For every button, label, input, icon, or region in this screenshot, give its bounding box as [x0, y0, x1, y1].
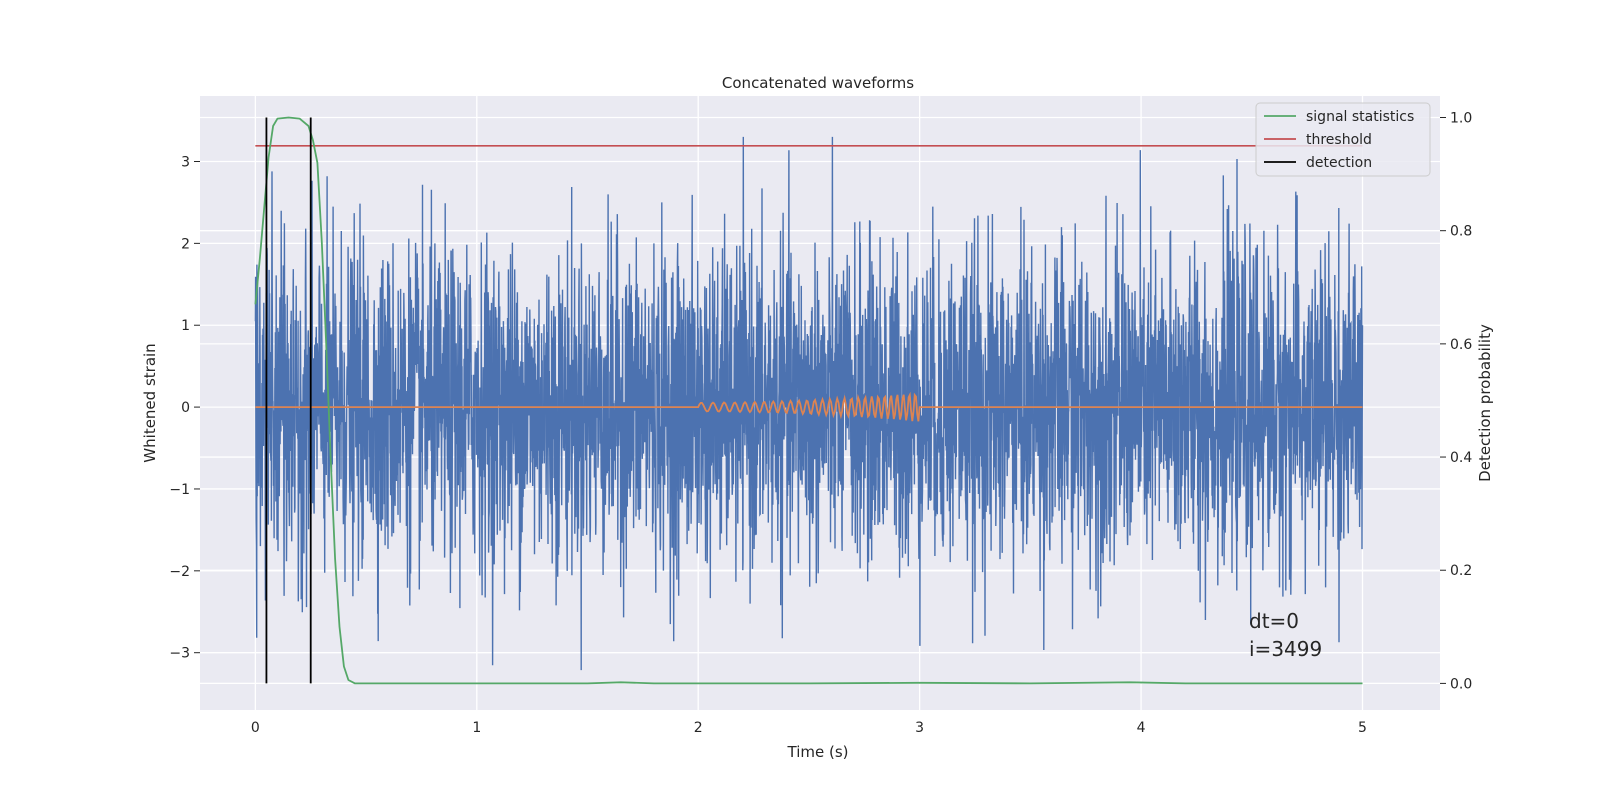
- x-tick-label: 5: [1358, 720, 1367, 736]
- strain-line: [254, 136, 1364, 671]
- strain-series: [254, 136, 1364, 671]
- x-tick-label: 4: [1137, 720, 1146, 736]
- x-tick-label: 2: [694, 720, 703, 736]
- axes: 0 1 2 3 4 5 −3 −2 −1 0 1 2 3 0.0 0.2 0.4 0.6 0.8 1.0: [169, 111, 1472, 736]
- x-tick-label: 0: [251, 720, 260, 736]
- injected-waveform-series: [255, 391, 1363, 422]
- y-axis-label-left: Whitened strain: [141, 343, 159, 462]
- legend-label-signal-statistics: signal statistics: [1306, 109, 1414, 125]
- y-right-tick-label: 0.0: [1450, 676, 1472, 692]
- y-left-tick-label: 1: [181, 318, 190, 334]
- x-tick-label: 3: [915, 720, 924, 736]
- y-right-tick-label: 0.6: [1450, 337, 1472, 353]
- legend-box: [1255, 102, 1431, 177]
- y-right-tick-label: 1.0: [1450, 111, 1472, 127]
- y-left-tick-label: 3: [181, 154, 190, 170]
- injected-waveform-line: [255, 391, 1363, 422]
- y-left-tick-label: −2: [169, 564, 190, 580]
- legend-label-detection: detection: [1306, 155, 1372, 171]
- annotation-dt: dt=0: [1249, 609, 1299, 633]
- y-right-tick-label: 0.2: [1450, 563, 1472, 579]
- y-left-tick-label: −1: [169, 482, 190, 498]
- y-left-tick-label: −3: [169, 646, 190, 662]
- y-right-tick-label: 0.8: [1450, 224, 1472, 240]
- signal-statistics-line: [254, 116, 1363, 685]
- y-left-tick-label: 2: [181, 236, 190, 252]
- y-left-tick-label: 0: [181, 400, 190, 416]
- legend: signal statistics threshold detection: [1255, 102, 1431, 177]
- annotation-i: i=3499: [1249, 637, 1322, 661]
- legend-label-threshold: threshold: [1306, 132, 1372, 148]
- overlays: [254, 116, 1363, 685]
- y-right-tick-label: 0.4: [1450, 450, 1472, 466]
- chart-title: Concatenated waveforms: [722, 74, 914, 92]
- y-axis-label-right: Detection probability: [1476, 324, 1494, 482]
- x-tick-label: 1: [472, 720, 481, 736]
- x-axis-label: Time (s): [787, 743, 849, 761]
